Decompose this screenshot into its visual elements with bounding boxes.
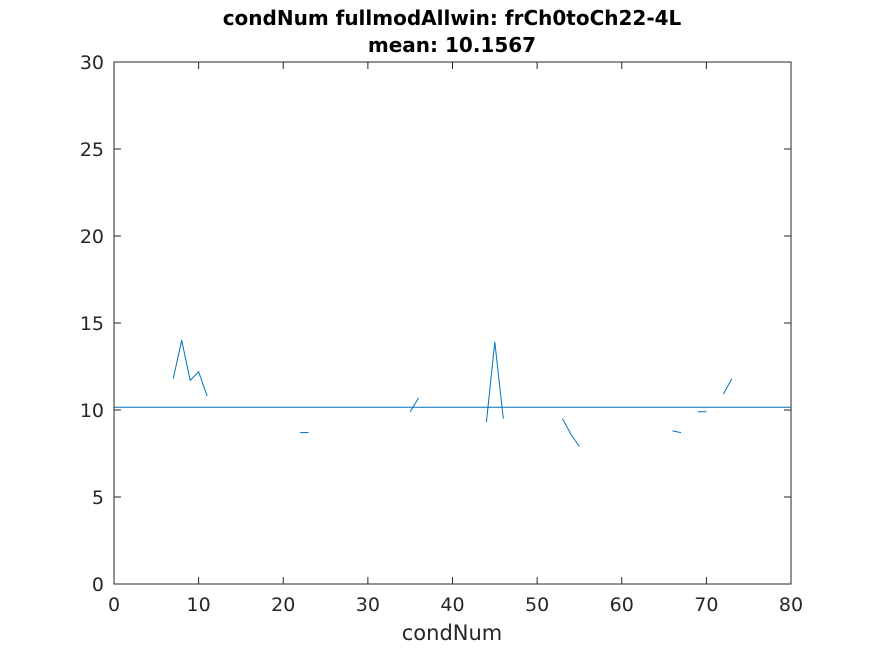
axis-ticks: 0 10 20 30 40 50 60 70 80 0 5 10 15 20 25 30 xyxy=(80,52,803,616)
x-tick-label-1: 10 xyxy=(187,594,211,616)
x-tick-label-6: 60 xyxy=(610,594,634,616)
x-axis-label: condNum xyxy=(402,621,503,645)
series-0-segment-2 xyxy=(409,397,420,412)
y-tick-label-4: 20 xyxy=(80,226,104,248)
series-0-segment-0 xyxy=(172,339,208,397)
x-tick-label-2: 20 xyxy=(271,594,295,616)
x-tick-label-8: 80 xyxy=(779,594,803,616)
y-tick-label-3: 15 xyxy=(80,313,104,335)
chart-title-line-1: condNum fullmodAllwin: frCh0toCh22-4L xyxy=(223,6,682,30)
series-0-segment-3 xyxy=(485,341,504,423)
y-tick-label-6: 30 xyxy=(80,52,104,74)
chart-title-line-2: mean: 10.1567 xyxy=(368,33,536,57)
x-tick-label-0: 0 xyxy=(108,594,120,616)
series-0-segment-7 xyxy=(722,378,733,395)
x-tick-label-7: 70 xyxy=(694,594,718,616)
y-tick-label-1: 5 xyxy=(92,487,104,509)
series-0-segment-5 xyxy=(672,430,682,434)
y-tick-label-2: 10 xyxy=(80,400,104,422)
series-0-segment-4 xyxy=(562,418,580,447)
plot-area xyxy=(114,62,791,584)
y-tick-label-5: 25 xyxy=(80,139,104,161)
x-tick-label-5: 50 xyxy=(525,594,549,616)
x-tick-label-3: 30 xyxy=(356,594,380,616)
y-tick-label-0: 0 xyxy=(92,574,104,596)
x-tick-label-4: 40 xyxy=(440,594,464,616)
